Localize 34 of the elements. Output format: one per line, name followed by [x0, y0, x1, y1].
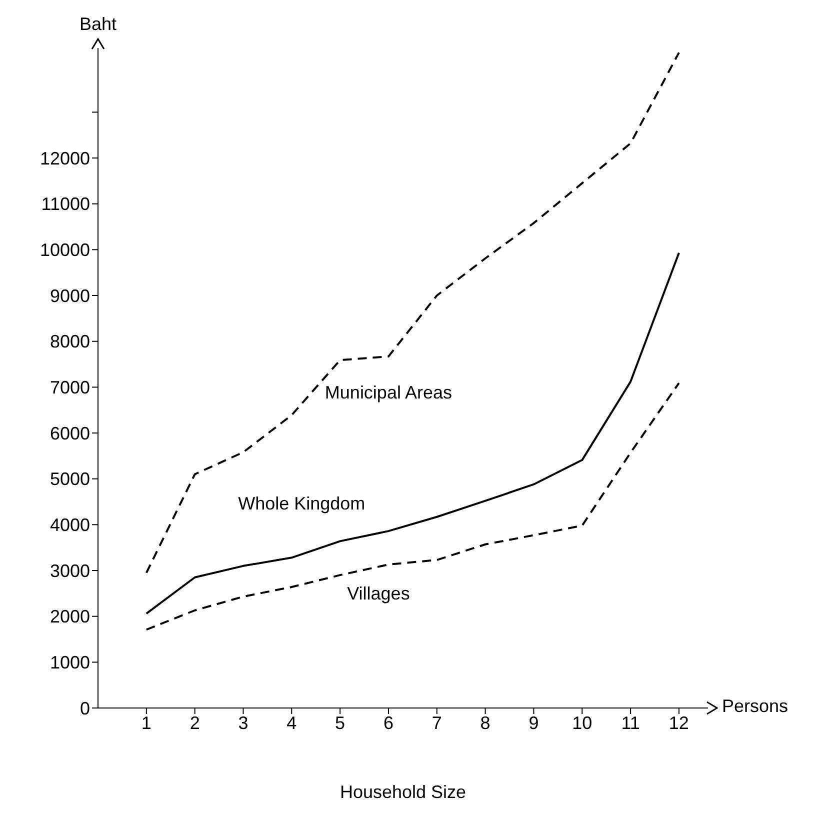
x-tick-label: 5	[335, 712, 346, 733]
y-tick-label: 5000	[50, 469, 90, 490]
y-axis-title: Baht	[78, 14, 118, 35]
series-label: Whole Kingdom	[238, 494, 366, 514]
y-tick-label: 9000	[50, 286, 90, 306]
x-tick-label: 10	[572, 712, 592, 733]
text: Persons	[722, 696, 788, 717]
y-tick-label: 0	[80, 698, 90, 718]
y-tick-label: 7000	[50, 378, 90, 398]
y-tick-label: 12000	[40, 148, 90, 168]
x-tick-label: 8	[480, 712, 490, 733]
y-tick-label: 11000	[41, 194, 90, 214]
x-axis-title: Household Size	[340, 782, 466, 802]
series-label: Municipal Areas	[324, 382, 452, 402]
y-tick-label: 4000	[50, 515, 90, 536]
y-tick-label: 2000	[50, 606, 90, 627]
x-tick-label: 4	[286, 712, 297, 733]
x-tick-label: 1	[141, 712, 152, 733]
line-series	[145, 382, 680, 631]
x-tick-label: 3	[238, 712, 248, 733]
y-tick-label: 8000	[50, 332, 90, 352]
y-tick-label: 3000	[50, 560, 90, 581]
y-tick-label: 1000	[50, 652, 90, 673]
y-tick-label: 10000	[40, 240, 90, 260]
x-tick-label: 2	[190, 712, 200, 733]
line-series	[145, 252, 680, 615]
x-tick-label: 11	[621, 712, 640, 733]
x-tick-label: 12	[668, 712, 689, 733]
x-tick-label: 6	[383, 712, 394, 733]
line-series	[145, 52, 680, 574]
x-tick-label: 7	[432, 712, 442, 733]
series-label: Villages	[347, 584, 410, 604]
x-tick-label: 9	[528, 712, 539, 733]
y-tick-label: 6000	[50, 423, 90, 444]
